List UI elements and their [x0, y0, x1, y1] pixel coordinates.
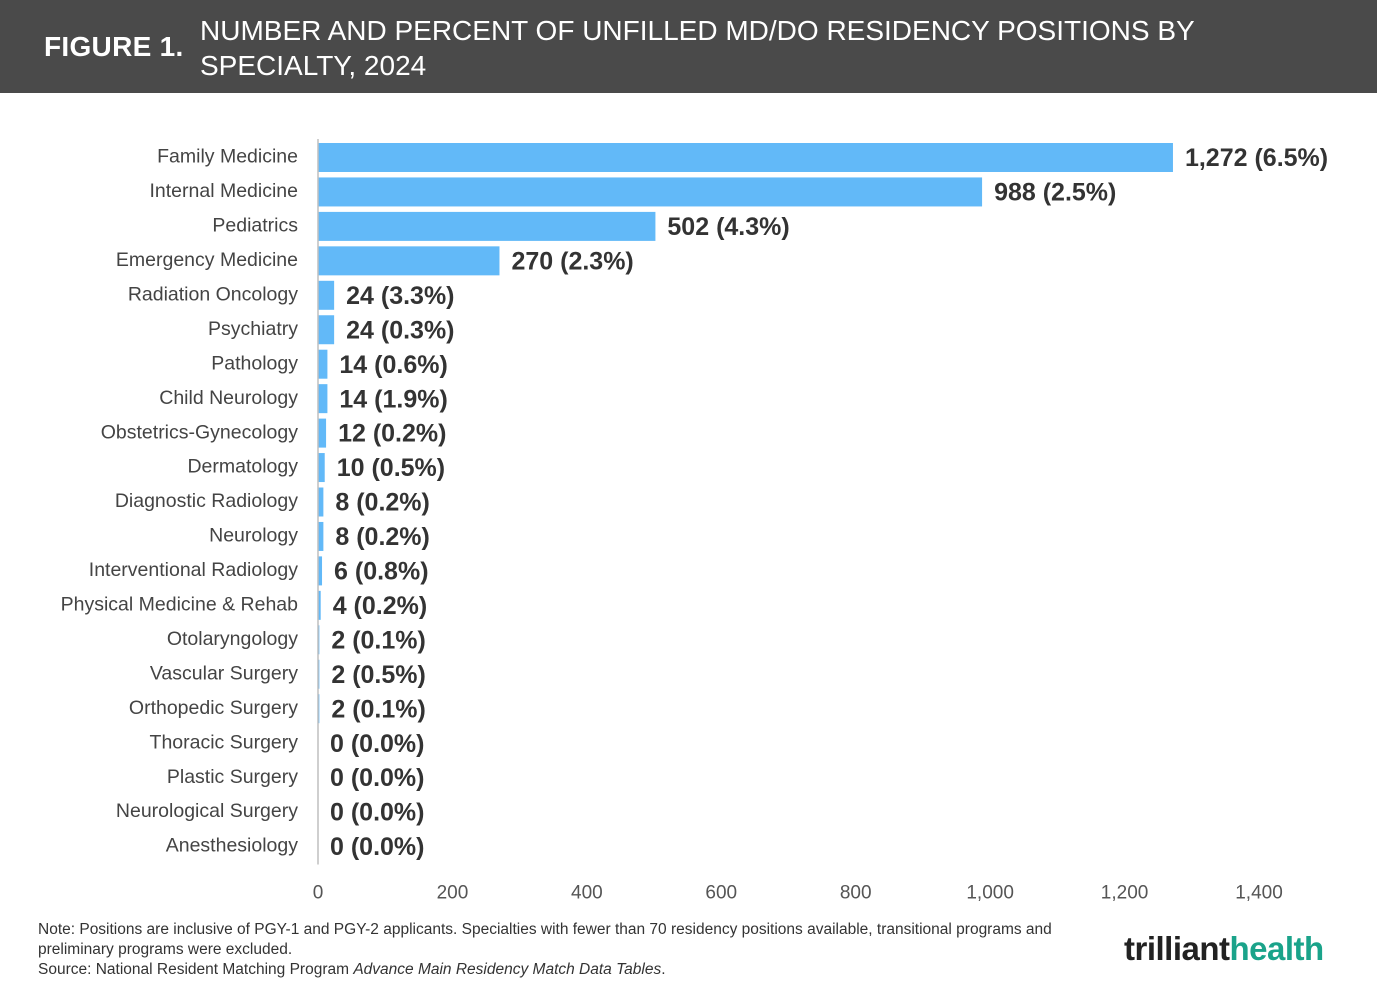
value-label-pediatrics: 502 (4.3%)	[667, 213, 789, 241]
category-label-child-neurology: Child Neurology	[159, 387, 298, 409]
value-label-emergency-medicine: 270 (2.3%)	[511, 247, 633, 275]
bar-chart: Family Medicine Internal Medicine Pediatri…	[61, 139, 1328, 903]
figure-label: FIGURE 1.	[44, 31, 184, 62]
value-label-child-neurology: 14 (1.9%)	[339, 385, 447, 413]
value-label-obstetrics-gynecology: 12 (0.2%)	[338, 420, 446, 448]
value-label-thoracic-surgery: 0 (0.0%)	[330, 730, 424, 758]
category-label-orthopedic-surgery: Orthopedic Surgery	[129, 697, 298, 719]
value-label-pathology: 14 (0.6%)	[339, 351, 447, 379]
source-suffix: .	[661, 961, 666, 978]
value-label-otolaryngology: 2 (0.1%)	[331, 626, 425, 654]
logo-part-2: health	[1229, 930, 1325, 967]
category-label-internal-medicine: Internal Medicine	[150, 180, 299, 202]
bar-child-neurology	[318, 384, 328, 414]
bar-physical-medicine-and-rehab	[318, 590, 321, 620]
category-label-pathology: Pathology	[211, 352, 298, 374]
category-label-radiation-oncology: Radiation Oncology	[128, 283, 298, 305]
category-label-anesthesiology: Anesthesiology	[166, 835, 299, 857]
category-label-obstetrics-gynecology: Obstetrics-Gynecology	[101, 421, 298, 443]
category-label-neurology: Neurology	[209, 525, 298, 547]
bar-dermatology	[318, 453, 325, 483]
category-label-plastic-surgery: Plastic Surgery	[167, 766, 298, 788]
category-label-neurological-surgery: Neurological Surgery	[116, 800, 298, 822]
value-label-diagnostic-radiology: 8 (0.2%)	[335, 489, 429, 517]
bar-internal-medicine	[318, 177, 983, 207]
value-label-neurology: 8 (0.2%)	[335, 523, 429, 551]
category-label-interventional-radiology: Interventional Radiology	[89, 559, 298, 581]
logo-part-1: trilliant	[1124, 930, 1230, 967]
trilliant-health-logo: trillianthealth	[1124, 930, 1324, 968]
category-label-psychiatry: Psychiatry	[208, 318, 298, 340]
category-label-emergency-medicine: Emergency Medicine	[116, 249, 298, 271]
bar-psychiatry	[318, 315, 335, 345]
x-tick-label: 1,200	[1101, 882, 1149, 903]
category-label-diagnostic-radiology: Diagnostic Radiology	[115, 490, 298, 512]
value-label-interventional-radiology: 6 (0.8%)	[334, 558, 428, 586]
figure-title: NUMBER AND PERCENT OF UNFILLED MD/DO RES…	[200, 15, 1195, 81]
category-label-vascular-surgery: Vascular Surgery	[150, 662, 298, 684]
source-title: Advance Main Residency Match Data Tables	[353, 961, 662, 978]
value-labels-layer: 1,272 (6.5%) 988 (2.5%) 502 (4.3%) 270 (2.3…	[330, 144, 1328, 861]
value-label-family-medicine: 1,272 (6.5%)	[1185, 144, 1328, 172]
category-label-otolaryngology: Otolaryngology	[167, 628, 298, 650]
bar-pediatrics	[318, 211, 656, 241]
x-tick-label: 800	[840, 882, 872, 903]
value-label-physical-medicine-and-rehab: 4 (0.2%)	[333, 592, 427, 620]
x-tick-label: 400	[571, 882, 603, 903]
footer-note: Note: Positions are inclusive of PGY-1 a…	[38, 921, 1052, 958]
figure-header: FIGURE 1. NUMBER AND PERCENT OF UNFILLED…	[0, 0, 1377, 93]
x-tick-label: 600	[705, 882, 737, 903]
category-label-thoracic-surgery: Thoracic Surgery	[150, 731, 299, 753]
category-label-dermatology: Dermatology	[187, 456, 298, 478]
bar-neurology	[318, 521, 324, 551]
category-label-pediatrics: Pediatrics	[212, 215, 298, 237]
bar-family-medicine	[318, 143, 1173, 172]
x-tick-label: 200	[437, 882, 469, 903]
bar-interventional-radiology	[318, 556, 323, 586]
value-label-anesthesiology: 0 (0.0%)	[330, 833, 424, 861]
category-labels-layer: Family Medicine Internal Medicine Pediatri…	[61, 146, 299, 857]
chart-footer: Note: Positions are inclusive of PGY-1 a…	[38, 920, 1068, 980]
x-tick-label: 1,400	[1235, 882, 1283, 903]
value-label-dermatology: 10 (0.5%)	[337, 454, 445, 482]
value-label-vascular-surgery: 2 (0.5%)	[331, 661, 425, 689]
value-label-orthopedic-surgery: 2 (0.1%)	[331, 695, 425, 723]
bar-obstetrics-gynecology	[318, 418, 327, 448]
value-label-plastic-surgery: 0 (0.0%)	[330, 764, 424, 792]
x-tick-label: 1,000	[966, 882, 1014, 903]
footer-source: Source: National Resident Matching Progr…	[38, 960, 1068, 980]
value-label-neurological-surgery: 0 (0.0%)	[330, 799, 424, 827]
bar-emergency-medicine	[318, 246, 500, 276]
bar-radiation-oncology	[318, 280, 335, 310]
bar-diagnostic-radiology	[318, 487, 324, 517]
x-tick-label: 0	[313, 882, 324, 903]
value-label-internal-medicine: 988 (2.5%)	[994, 179, 1116, 207]
source-prefix: Source: National Resident Matching Progr…	[38, 961, 354, 978]
category-label-family-medicine: Family Medicine	[157, 146, 298, 168]
bars-layer	[318, 143, 1173, 724]
category-label-physical-medicine-and-rehab: Physical Medicine & Rehab	[61, 594, 299, 616]
value-label-psychiatry: 24 (0.3%)	[346, 316, 454, 344]
value-label-radiation-oncology: 24 (3.3%)	[346, 282, 454, 310]
x-axis: 0 200 400 600 800 1,000 1,200 1,400	[313, 139, 1283, 903]
bar-pathology	[318, 349, 328, 379]
